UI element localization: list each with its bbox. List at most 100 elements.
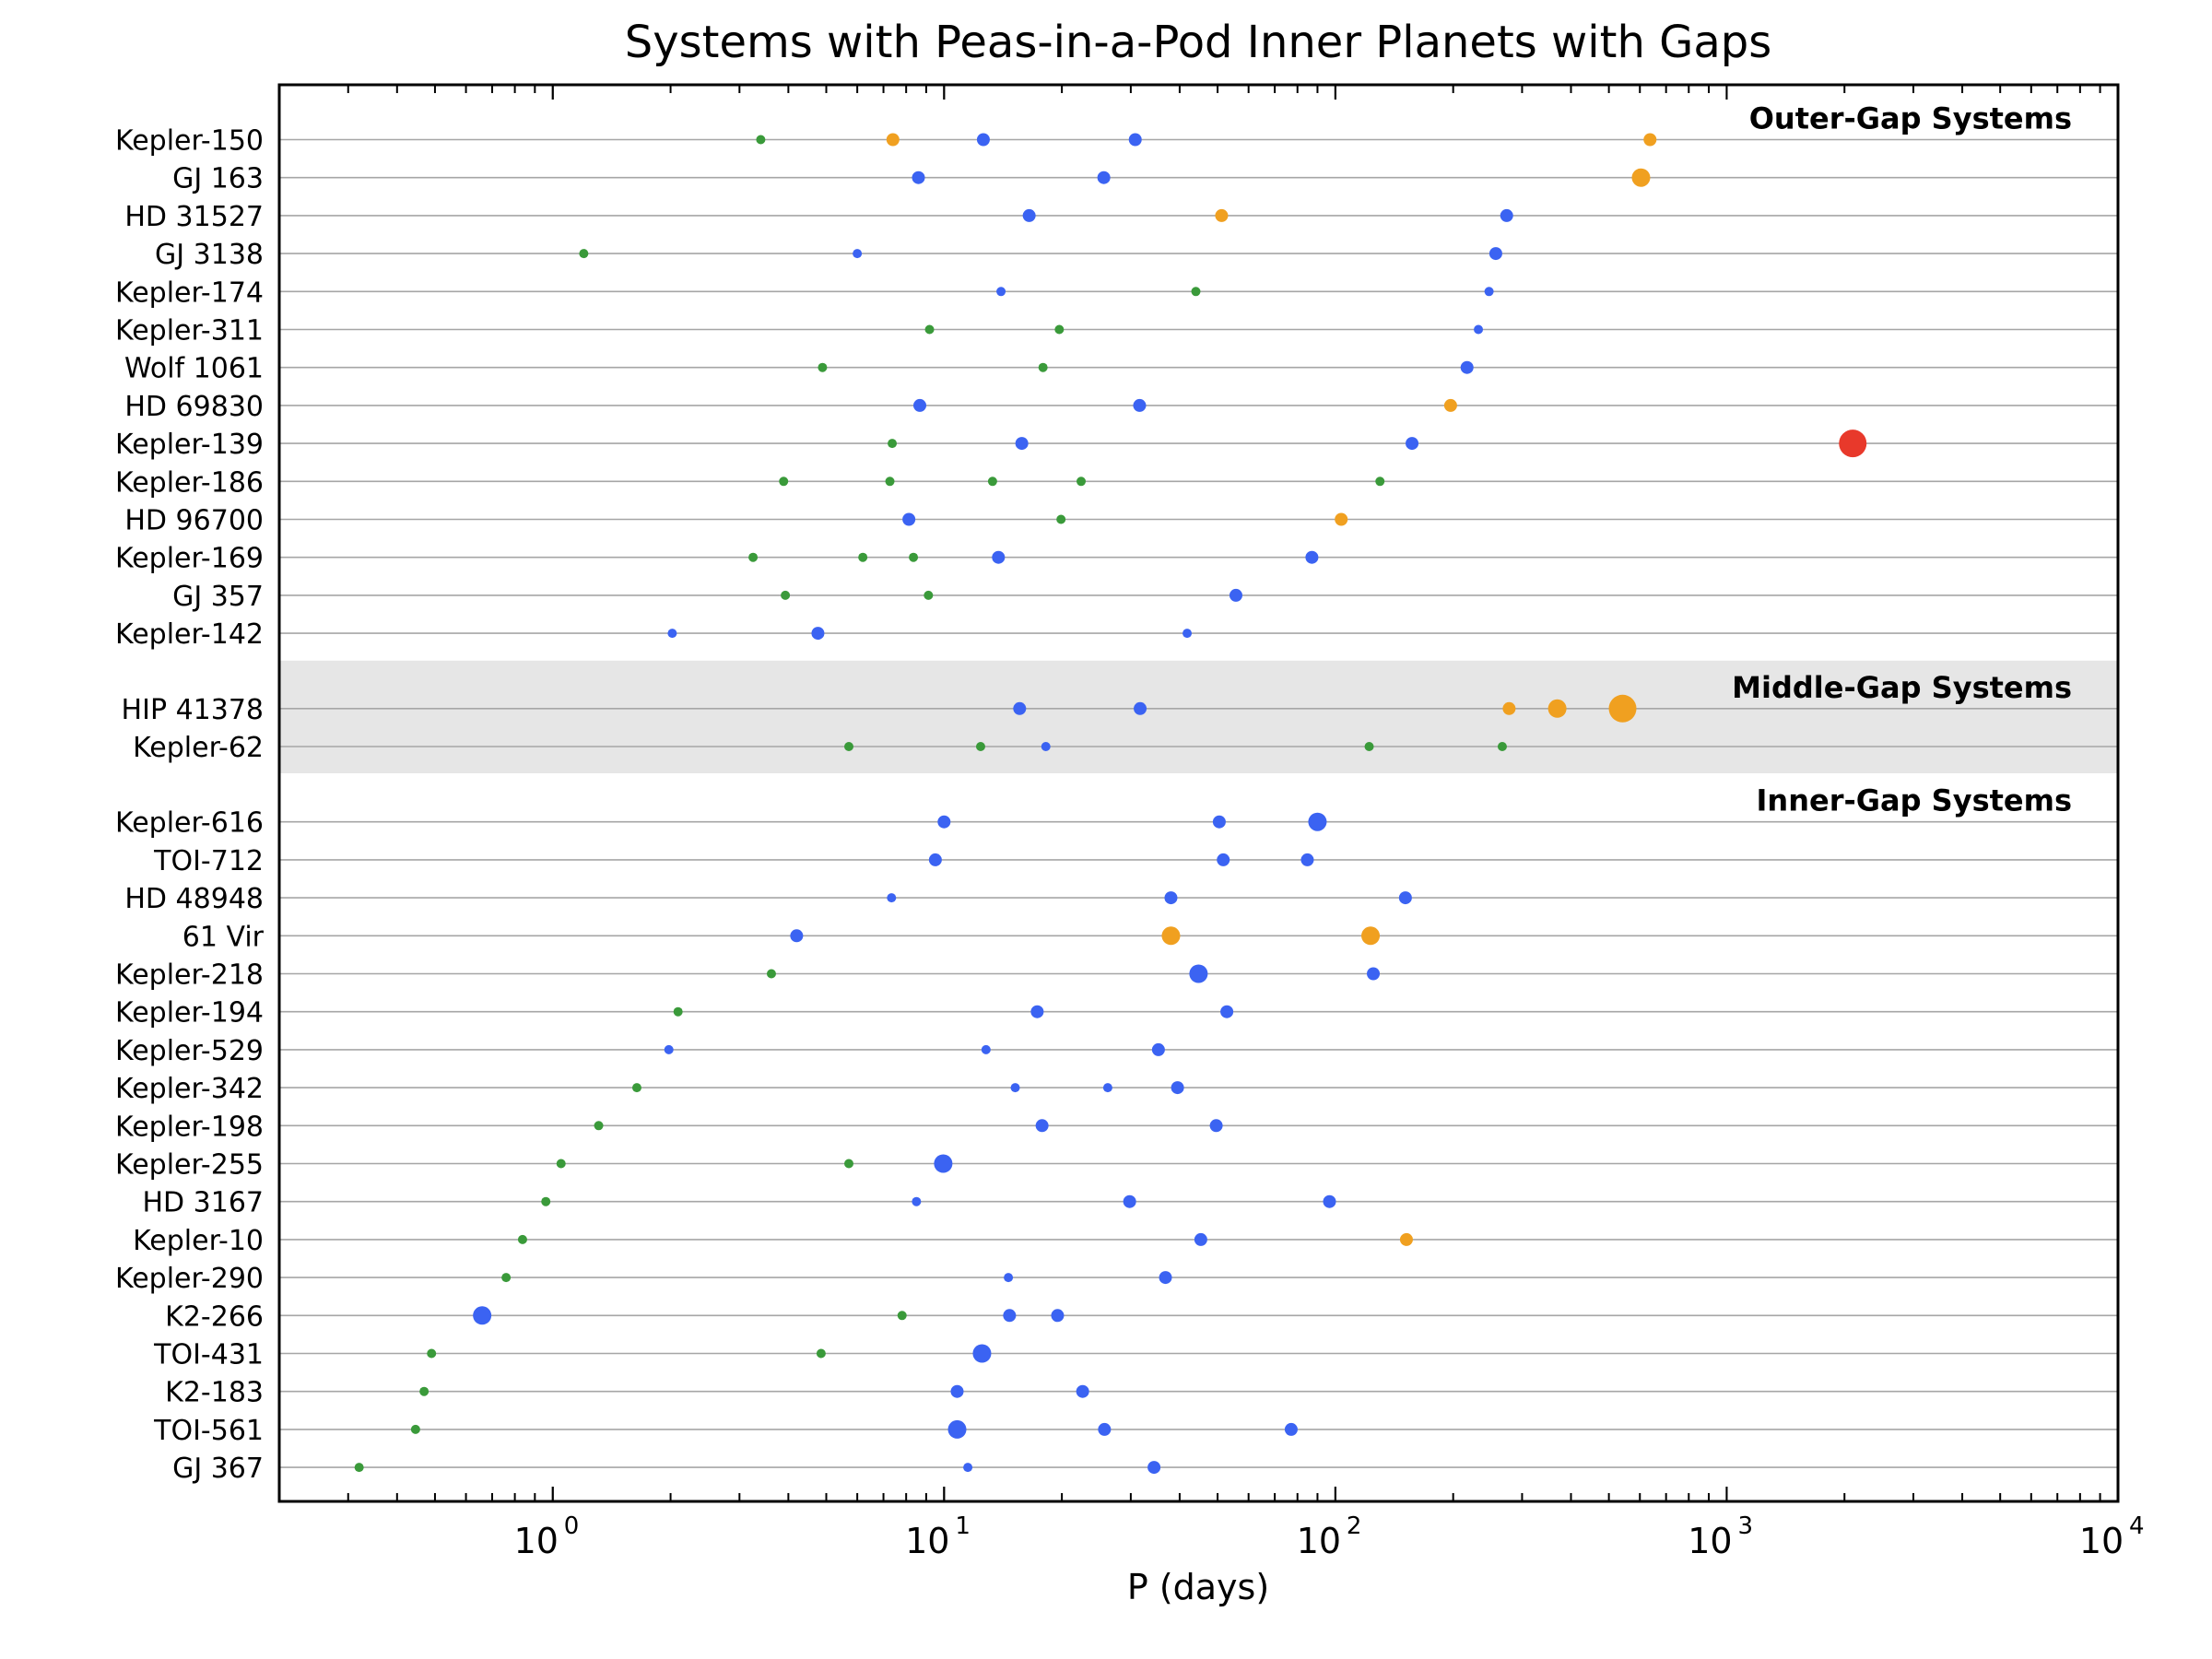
planet-point	[354, 1463, 364, 1473]
section-label: Outer-Gap Systems	[1749, 101, 2072, 136]
planet-point	[1191, 287, 1201, 297]
planet-point	[664, 1044, 674, 1054]
planet-point	[885, 477, 895, 487]
x-tick-exponent: 0	[564, 1512, 580, 1540]
planet-point	[1217, 853, 1230, 866]
planet-point	[1497, 742, 1507, 751]
section-label: Middle-Gap Systems	[1732, 670, 2072, 705]
planet-point	[781, 590, 791, 600]
planet-point	[818, 362, 828, 372]
x-axis-label: P (days)	[1127, 1567, 1269, 1607]
planet-point	[579, 249, 589, 259]
planet-point	[1189, 964, 1208, 983]
system-label: Kepler-139	[115, 429, 264, 461]
x-tick-exponent: 4	[2129, 1512, 2145, 1540]
planet-point	[790, 929, 804, 943]
planet-point	[992, 550, 1006, 564]
planet-point	[1128, 133, 1142, 147]
planet-point	[887, 893, 897, 903]
planet-point	[410, 1424, 420, 1434]
system-label: K2-266	[165, 1300, 264, 1333]
planet-point	[1102, 1083, 1112, 1093]
planet-point	[756, 135, 766, 145]
system-label: HD 31527	[124, 201, 264, 233]
system-label: HD 96700	[124, 505, 264, 537]
system-label: Kepler-342	[115, 1073, 264, 1105]
system-label: Kepler-10	[133, 1225, 264, 1257]
planet-point	[1147, 1461, 1161, 1475]
planet-point	[667, 629, 677, 639]
planet-point	[1077, 477, 1087, 487]
row-lines	[279, 138, 2118, 1468]
planet-point	[1375, 477, 1385, 487]
plot-frame	[277, 83, 2120, 1503]
planet-point	[1015, 437, 1029, 451]
x-tick-label: 10	[1297, 1521, 1341, 1561]
planet-point	[1056, 514, 1066, 524]
system-label: Kepler-142	[115, 618, 264, 651]
planet-point	[858, 552, 868, 562]
planet-point	[631, 1083, 641, 1093]
planet-point	[1323, 1194, 1336, 1208]
planet-point	[1364, 742, 1374, 751]
system-label: Kepler-174	[115, 276, 264, 309]
system-label: Kepler-150	[115, 125, 264, 158]
planet-point	[987, 477, 997, 487]
planet-point	[843, 1159, 853, 1169]
planet-point	[556, 1159, 566, 1169]
system-label: Kepler-186	[115, 466, 264, 499]
planet-point	[888, 439, 898, 449]
planet-point	[912, 171, 925, 184]
planet-point	[1229, 588, 1242, 602]
planet-point	[937, 815, 951, 829]
chart-title: Systems with Peas-in-a-Pod Inner Planets…	[625, 17, 1771, 68]
planet-point	[1182, 629, 1193, 639]
system-label: GJ 367	[172, 1453, 264, 1485]
section-label: Inner-Gap Systems	[1757, 783, 2072, 818]
planet-point	[1013, 701, 1027, 715]
planet-point	[950, 1384, 964, 1398]
planet-point	[1500, 208, 1513, 222]
x-tick-exponent: 2	[1347, 1512, 1362, 1540]
system-label: 61 Vir	[182, 921, 265, 953]
planet-point	[853, 249, 863, 259]
system-label: HIP 41378	[122, 694, 264, 726]
system-label: Kepler-616	[115, 807, 264, 840]
planet-point	[594, 1121, 604, 1131]
system-label: K2-183	[165, 1377, 264, 1409]
planet-point	[1003, 1309, 1017, 1323]
planet-point	[963, 1463, 973, 1473]
planet-point	[912, 1196, 922, 1206]
planet-point	[1035, 1119, 1049, 1133]
planet-point	[1038, 362, 1048, 372]
planet-point	[976, 133, 990, 147]
planet-point	[1030, 1005, 1044, 1018]
system-label: GJ 163	[172, 163, 264, 195]
planet-point	[1151, 1042, 1165, 1056]
planet-point	[779, 477, 789, 487]
planet-point	[1076, 1384, 1089, 1398]
planet-point	[473, 1306, 492, 1325]
row-labels: Kepler-150 GJ 163 HD 31527 GJ 3138 Kepler-17…	[115, 125, 265, 1486]
system-label: Kepler-290	[115, 1263, 264, 1295]
planet-point	[1367, 967, 1381, 981]
system-label: Wolf 1061	[124, 353, 264, 385]
planet-point	[748, 552, 759, 562]
x-tick-label: 10	[2079, 1521, 2124, 1561]
system-label: Kepler-255	[115, 1149, 264, 1182]
planet-point	[1460, 360, 1474, 374]
middle-gap-band	[279, 660, 2118, 773]
system-label: TOI-561	[153, 1415, 264, 1447]
planet-point	[766, 969, 776, 979]
planet-point	[1335, 512, 1348, 526]
planet-point	[1406, 437, 1419, 451]
system-label: HD 48948	[124, 883, 264, 915]
planet-point	[1010, 1083, 1020, 1093]
planet-point	[972, 1344, 992, 1363]
system-label: GJ 3138	[155, 239, 264, 271]
planet-point	[909, 552, 919, 562]
planet-point	[981, 1044, 991, 1054]
planet-point	[1284, 1422, 1298, 1436]
planet-point	[1134, 701, 1147, 715]
system-label: TOI-431	[153, 1339, 264, 1371]
